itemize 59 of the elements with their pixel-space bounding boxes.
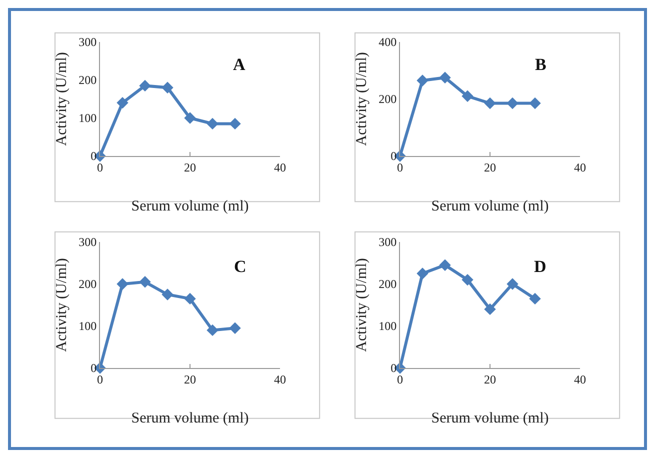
point (462, 274, 474, 286)
y-tick-label: 300 (378, 235, 397, 250)
point (462, 90, 474, 102)
point (139, 80, 151, 92)
point (529, 292, 541, 305)
y-tick-label: 200 (78, 277, 97, 292)
y-tick-label: 300 (78, 35, 97, 50)
x-axis-title: Serum volume (ml) (431, 198, 549, 214)
x-axis-title: Serum volume (ml) (131, 198, 249, 214)
x-axis-title: Serum volume (ml) (131, 410, 249, 426)
point (162, 82, 174, 94)
y-tick-label: 0 (90, 149, 97, 164)
y-tick-label: 400 (378, 35, 397, 50)
y-tick-label: 200 (378, 92, 397, 106)
x-tick-label: 20 (484, 160, 496, 174)
annotation: C (234, 257, 246, 276)
point (184, 112, 196, 124)
x-tick-label: 40 (574, 160, 586, 174)
point (116, 96, 128, 109)
y-tick-label: 200 (378, 277, 397, 292)
point (529, 97, 541, 110)
point (439, 72, 451, 84)
point (184, 292, 196, 305)
annotation: A (233, 55, 246, 74)
y-tick-label: 100 (378, 319, 397, 334)
y-tick-label: 300 (78, 235, 97, 250)
point (484, 303, 496, 316)
point (229, 118, 241, 130)
y-axis-title: Activity (U/ml) (354, 52, 370, 146)
x-tick-label: 40 (574, 372, 586, 386)
x-tick-label: 20 (184, 160, 196, 174)
y-axis-title: Activity (U/ml) (54, 258, 70, 352)
point (506, 278, 518, 290)
y-axis-title: Activity (U/ml) (54, 52, 70, 146)
x-tick-label: 20 (484, 372, 496, 386)
x-tick-label: 20 (184, 372, 196, 386)
annotation: D (534, 257, 546, 276)
point (206, 118, 218, 130)
y-tick-label: 0 (390, 361, 397, 376)
point (139, 276, 151, 288)
y-tick-label: 100 (78, 111, 97, 126)
point (484, 97, 496, 110)
point (206, 324, 218, 336)
point (416, 268, 428, 280)
point (162, 288, 174, 300)
x-tick-label: 40 (274, 372, 286, 386)
point (439, 259, 451, 271)
point (116, 278, 128, 290)
y-axis-title: Activity (U/ml) (354, 258, 370, 352)
y-tick-label: 100 (78, 319, 97, 334)
y-tick-label: 0 (390, 149, 397, 164)
y-tick-label: 200 (78, 73, 97, 88)
point (229, 322, 241, 334)
point (506, 97, 518, 110)
point (416, 74, 428, 86)
x-axis-title: Serum volume (ml) (431, 410, 549, 426)
annotation: B (535, 55, 546, 74)
y-tick-label: 0 (90, 361, 97, 376)
x-tick-label: 40 (274, 160, 286, 174)
